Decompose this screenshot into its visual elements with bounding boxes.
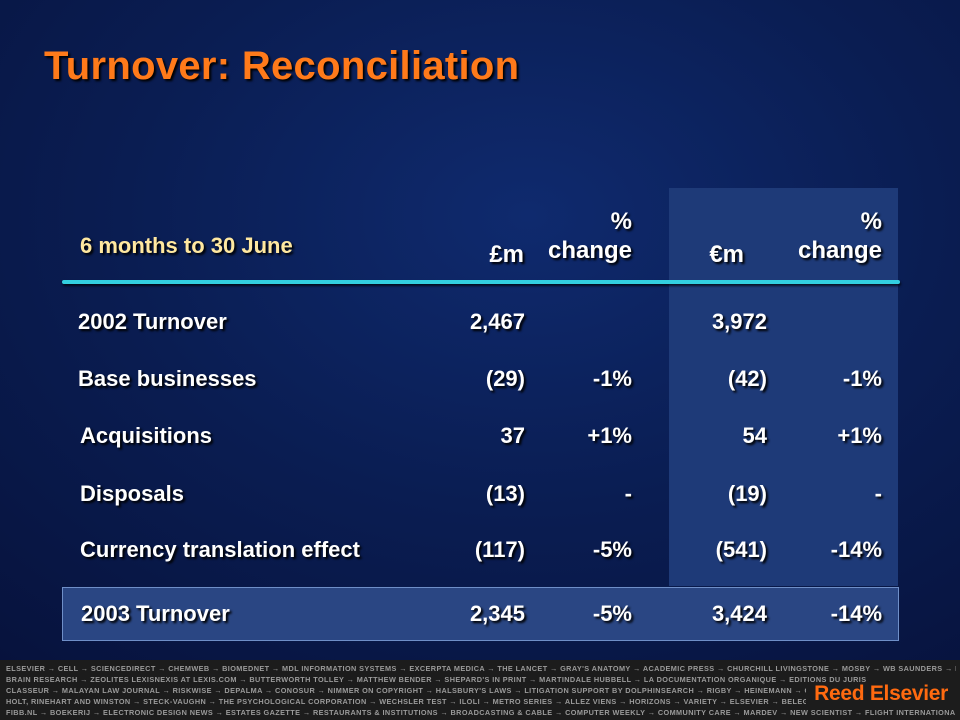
row-acquisitions-gbp: 37 — [500, 423, 525, 448]
row-base-businesses-eur-change: -1% — [842, 366, 882, 391]
row-label-2003-turnover: 2003 Turnover — [81, 601, 230, 626]
row-base-businesses-gbp: (29) — [485, 366, 525, 391]
row-label-base-businesses: Base businesses — [78, 366, 257, 391]
row-acquisitions-eur: 54 — [742, 423, 767, 448]
row-currency-translation-gbp-change: -5% — [592, 537, 632, 562]
column-header-eur-change: % change — [762, 207, 882, 265]
column-header-eur: €m — [664, 240, 744, 269]
column-header-eur-change-text: change — [797, 237, 882, 264]
row-disposals-eur-change: - — [874, 481, 882, 506]
footer-brands-line-2: BRAIN RESEARCH → ZEOLITES LEXISNEXIS AT … — [6, 675, 867, 684]
footer-brands-line-4: HOLT, RINEHART AND WINSTON → STECK-VAUGH… — [6, 697, 878, 706]
row-2003-turnover-eur-change: -14% — [830, 601, 882, 626]
row-2003-turnover-gbp-change: -5% — [592, 601, 632, 626]
header-divider — [62, 280, 900, 284]
row-disposals-eur: (19) — [727, 481, 767, 506]
column-header-gbp-change-text: change — [547, 237, 632, 264]
row-currency-translation-gbp: (117) — [474, 537, 525, 562]
row-currency-translation-eur: (541) — [715, 537, 767, 562]
row-disposals-gbp: (13) — [485, 481, 525, 506]
row-2003-turnover-eur: 3,424 — [711, 601, 767, 626]
euro-columns-panel — [669, 188, 898, 586]
row-acquisitions-eur-change: +1% — [837, 423, 882, 448]
row-2002-turnover-eur: 3,972 — [711, 309, 767, 334]
row-disposals-gbp-change: - — [624, 481, 632, 506]
row-currency-translation-eur-change: -14% — [830, 537, 882, 562]
total-row-box — [62, 587, 899, 641]
row-label-acquisitions: Acquisitions — [80, 423, 213, 448]
reed-elsevier-logo: Reed Elsevier — [806, 682, 948, 706]
column-header-gbp: £m — [444, 240, 524, 269]
period-label: 6 months to 30 June — [80, 233, 293, 258]
slide-title: Turnover: Reconciliation — [44, 44, 520, 88]
column-header-gbp-unit: £m — [489, 241, 524, 268]
column-header-gbp-change-pct: % — [610, 208, 632, 235]
footer-brands-line-5: FIBB.NL → BOEKERIJ → ELECTRONIC DESIGN N… — [6, 708, 956, 717]
row-acquisitions-gbp-change: +1% — [587, 423, 632, 448]
row-2003-turnover-gbp: 2,345 — [469, 601, 525, 626]
footer-brands-line-3: CLASSEUR → MALAYAN LAW JOURNAL → RISKWIS… — [6, 686, 891, 695]
footer-brands-line-1: ELSEVIER → CELL → SCIENCEDIRECT → CHEMWE… — [6, 664, 956, 673]
row-base-businesses-gbp-change: -1% — [592, 366, 632, 391]
row-label-currency-translation: Currency translation effect — [80, 537, 360, 562]
row-label-disposals: Disposals — [80, 481, 184, 506]
column-header-eur-unit: €m — [709, 241, 744, 268]
column-header-gbp-change: % change — [512, 207, 632, 265]
footer-brand-strip: ELSEVIER → CELL → SCIENCEDIRECT → CHEMWE… — [0, 660, 960, 720]
row-2002-turnover-gbp: 2,467 — [469, 309, 525, 334]
row-base-businesses-eur: (42) — [727, 366, 767, 391]
row-label-2002-turnover: 2002 Turnover — [78, 309, 227, 334]
column-header-eur-change-pct: % — [860, 208, 882, 235]
